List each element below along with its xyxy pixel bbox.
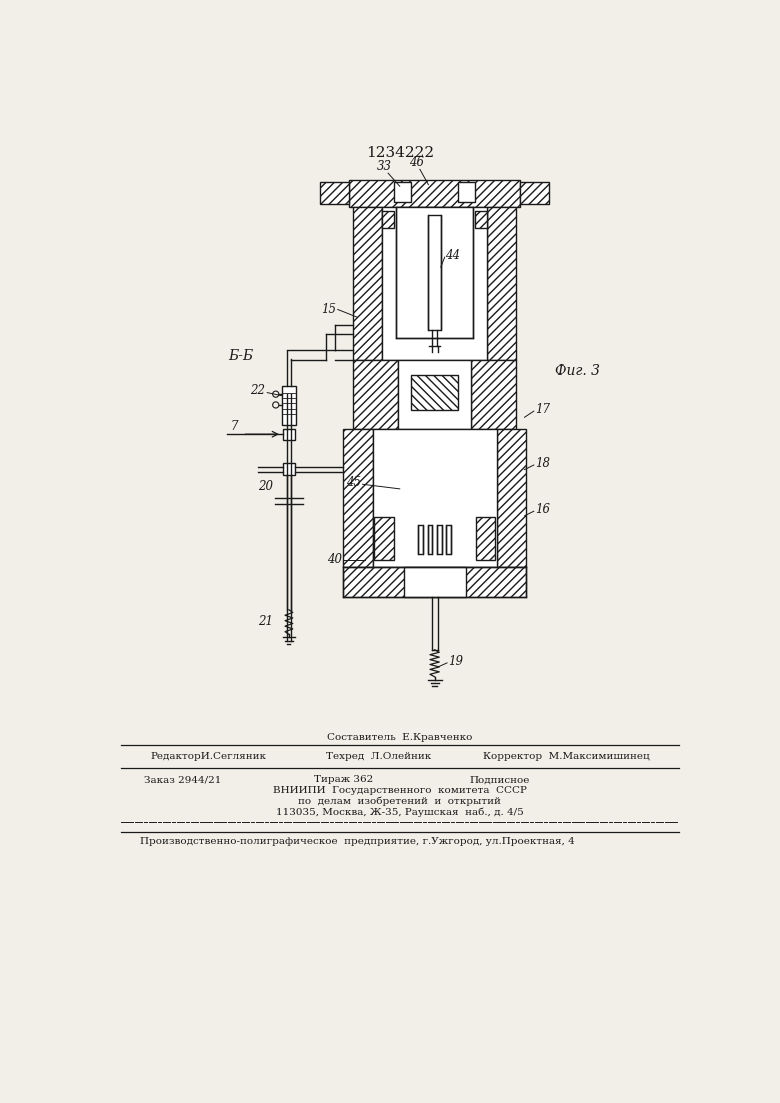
- Text: РедакторИ.Сегляник: РедакторИ.Сегляник: [151, 752, 266, 761]
- Bar: [282, 463, 295, 475]
- Bar: [343, 429, 373, 567]
- Text: 45: 45: [346, 476, 361, 490]
- Text: 21: 21: [258, 614, 274, 628]
- Bar: [396, 207, 473, 338]
- Text: 16: 16: [535, 503, 551, 516]
- Bar: [320, 182, 349, 204]
- Text: Техред  Л.Олейник: Техред Л.Олейник: [326, 752, 431, 761]
- Bar: [395, 182, 411, 202]
- Bar: [475, 211, 488, 228]
- Bar: [353, 360, 399, 429]
- Bar: [437, 525, 441, 555]
- Bar: [497, 429, 526, 567]
- Bar: [418, 525, 423, 555]
- Text: Составитель  Е.Кравченко: Составитель Е.Кравченко: [327, 733, 473, 742]
- Text: 17: 17: [535, 403, 551, 416]
- Text: Б-Б: Б-Б: [229, 349, 254, 363]
- Text: 1234222: 1234222: [366, 147, 434, 160]
- Bar: [399, 360, 471, 429]
- Bar: [488, 207, 516, 360]
- Bar: [349, 180, 520, 207]
- Bar: [374, 517, 394, 559]
- Bar: [343, 567, 526, 597]
- Bar: [282, 386, 296, 425]
- Text: Подписное: Подписное: [470, 775, 530, 784]
- Text: Тираж 362: Тираж 362: [314, 775, 374, 784]
- Text: 113035, Москва, Ж-35, Раушская  наб., д. 4/5: 113035, Москва, Ж-35, Раушская наб., д. …: [276, 807, 523, 817]
- Text: Фиг. 3: Фиг. 3: [555, 364, 600, 378]
- Text: Заказ 2944/21: Заказ 2944/21: [144, 775, 222, 784]
- Bar: [282, 429, 295, 440]
- Bar: [476, 517, 495, 559]
- Text: по  делам  изобретений  и  открытий: по делам изобретений и открытий: [298, 796, 502, 806]
- Bar: [373, 429, 497, 567]
- Text: 15: 15: [321, 303, 336, 315]
- Bar: [382, 207, 488, 360]
- Bar: [382, 211, 395, 228]
- Bar: [403, 567, 466, 597]
- Text: 33: 33: [377, 160, 392, 173]
- Bar: [353, 207, 382, 360]
- Text: 22: 22: [250, 384, 265, 397]
- Text: 19: 19: [448, 655, 463, 667]
- Bar: [428, 215, 441, 330]
- Bar: [427, 525, 432, 555]
- Text: Производственно-полиграфическое  предприятие, г.Ужгород, ул.Проектная, 4: Производственно-полиграфическое предприя…: [140, 837, 575, 846]
- Text: 40: 40: [327, 554, 342, 566]
- Text: 7: 7: [231, 420, 239, 433]
- Bar: [520, 182, 549, 204]
- Text: Корректор  М.Максимишинец: Корректор М.Максимишинец: [484, 752, 651, 761]
- Bar: [458, 182, 475, 202]
- Text: 46: 46: [410, 156, 424, 169]
- Bar: [471, 360, 516, 429]
- Text: 44: 44: [445, 249, 460, 263]
- Bar: [411, 375, 458, 409]
- Bar: [446, 525, 451, 555]
- Text: 18: 18: [535, 457, 551, 470]
- Text: 20: 20: [258, 480, 274, 493]
- Text: ВНИИПИ  Государственного  комитета  СССР: ВНИИПИ Государственного комитета СССР: [273, 786, 526, 795]
